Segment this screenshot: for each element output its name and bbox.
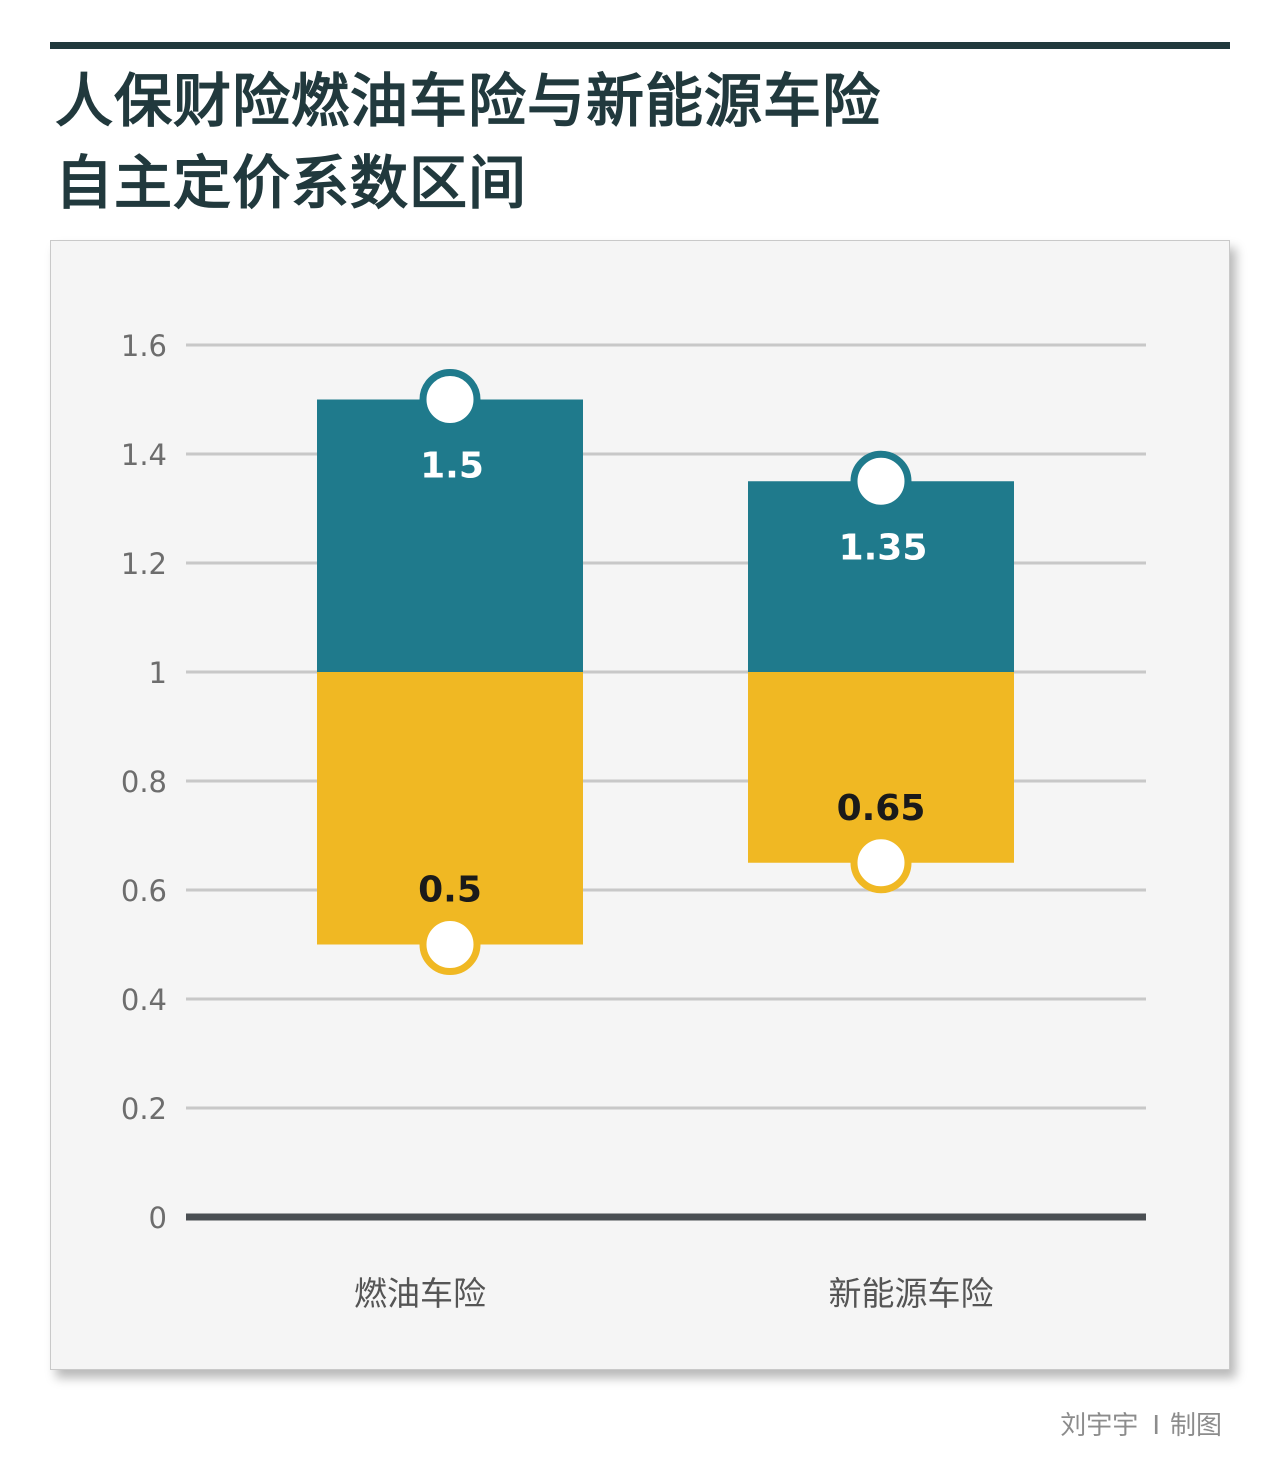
lower-value-label: 0.65	[837, 788, 926, 829]
y-tick-label: 1.2	[121, 547, 167, 581]
x-category-label: 新能源车险	[829, 1274, 994, 1313]
top-rule	[50, 42, 1230, 49]
lower-value-marker	[850, 832, 912, 894]
bar-lower-segment	[317, 672, 583, 945]
y-tick-label: 0	[149, 1201, 167, 1235]
y-tick-label: 0.2	[121, 1092, 167, 1126]
bar-upper-segment	[748, 481, 1014, 672]
chart-panel: 0 0.2 0.4 0.6 0.8 1 1.2 1.4 1.6 1.5 0.5 燃油车险 1.35 0.6…	[50, 240, 1230, 1370]
credit-separator: I	[1152, 1411, 1160, 1441]
title-line-1: 人保财险燃油车险与新能源车险	[55, 67, 882, 135]
bar-chart: 0 0.2 0.4 0.6 0.8 1 1.2 1.4 1.6 1.5 0.5 燃油车险 1.35 0.6…	[121, 329, 1146, 1313]
x-category-label: 燃油车险	[354, 1274, 486, 1313]
y-tick-label: 1.6	[121, 329, 167, 363]
bar-upper-segment	[317, 399, 583, 672]
upper-value-marker	[419, 369, 481, 430]
upper-value-marker	[850, 450, 912, 512]
credit-line: 刘宇宇 I 制图	[1060, 1405, 1222, 1442]
chart-title: 人保财险燃油车险与新能源车险 自主定价系数区间	[55, 60, 881, 224]
bar-lower-segment	[748, 672, 1014, 863]
title-line-2: 自主定价系数区间	[55, 149, 528, 217]
y-tick-label: 1.4	[121, 438, 167, 472]
y-tick-label: 0.4	[121, 983, 167, 1017]
credit-author: 刘宇宇	[1060, 1411, 1139, 1441]
upper-value-label: 1.5	[420, 446, 484, 487]
lower-value-marker	[419, 914, 481, 975]
y-tick-label: 0.8	[121, 765, 167, 799]
y-tick-label: 0.6	[121, 874, 167, 908]
lower-value-label: 0.5	[418, 870, 482, 911]
upper-value-label: 1.35	[839, 527, 928, 568]
y-tick-label: 1	[149, 656, 167, 690]
credit-role: 制图	[1169, 1411, 1222, 1441]
